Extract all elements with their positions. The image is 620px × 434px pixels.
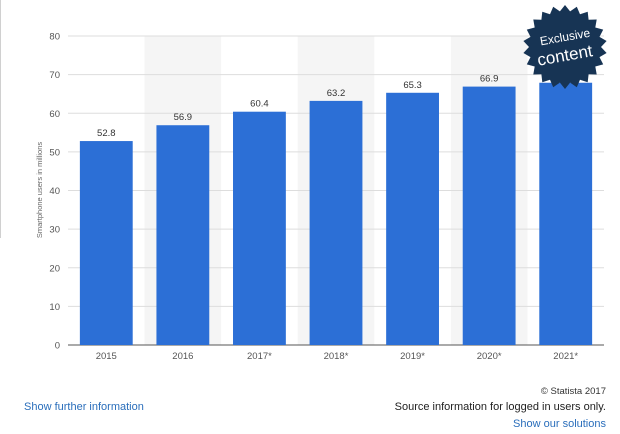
x-tick-label: 2017* <box>247 351 272 362</box>
y-tick-label: 10 <box>49 302 60 313</box>
y-tick-label: 40 <box>49 186 60 197</box>
value-label: 66.9 <box>480 74 499 85</box>
y-tick-label: 0 <box>55 341 60 352</box>
y-tick-label: 20 <box>49 263 60 274</box>
value-label: 56.9 <box>174 112 193 123</box>
x-tick-label: 2016 <box>172 351 193 362</box>
bar <box>386 92 439 345</box>
x-tick-label: 2019* <box>400 351 425 362</box>
x-tick-label: 2021* <box>553 351 578 362</box>
x-tick-label: 2015 <box>96 351 117 362</box>
value-label: 63.2 <box>327 88 346 99</box>
y-tick-label: 60 <box>49 109 60 120</box>
bars <box>79 82 593 345</box>
y-axis-title: Smartphone users in millions <box>35 142 44 239</box>
x-tick-label: 2018* <box>324 351 349 362</box>
show-our-solutions-link[interactable]: Show our solutions <box>513 418 606 430</box>
y-tick-label: 50 <box>49 147 60 158</box>
source-information-text: Source information for logged in users o… <box>394 401 606 413</box>
show-further-information-link[interactable]: Show further information <box>24 401 144 413</box>
bar <box>233 111 286 345</box>
bar <box>309 100 363 345</box>
y-tick-label: 70 <box>49 70 60 81</box>
exclusive-content-badge[interactable]: Exclusive content <box>522 4 608 90</box>
copyright-text: © Statista 2017 <box>540 386 606 397</box>
value-labels: 52.8 56.9 60.4 63.2 65.3 66.9 <box>97 74 498 139</box>
left-edge-divider <box>0 0 1 238</box>
x-tick-labels: 2015 2016 2017* 2018* 2019* 2020* 2021* <box>96 351 579 362</box>
value-label: 52.8 <box>97 128 116 139</box>
bar <box>156 125 210 345</box>
y-tick-labels: 0 10 20 30 40 50 60 70 80 <box>49 32 60 352</box>
value-label: 60.4 <box>250 99 269 110</box>
bar <box>539 82 593 345</box>
x-tick-label: 2020* <box>477 351 502 362</box>
bar <box>79 141 133 345</box>
y-tick-label: 80 <box>49 32 60 43</box>
y-tick-label: 30 <box>49 225 60 236</box>
bar <box>462 86 516 345</box>
value-label: 65.3 <box>403 80 422 91</box>
badge-starburst-icon <box>523 5 607 89</box>
